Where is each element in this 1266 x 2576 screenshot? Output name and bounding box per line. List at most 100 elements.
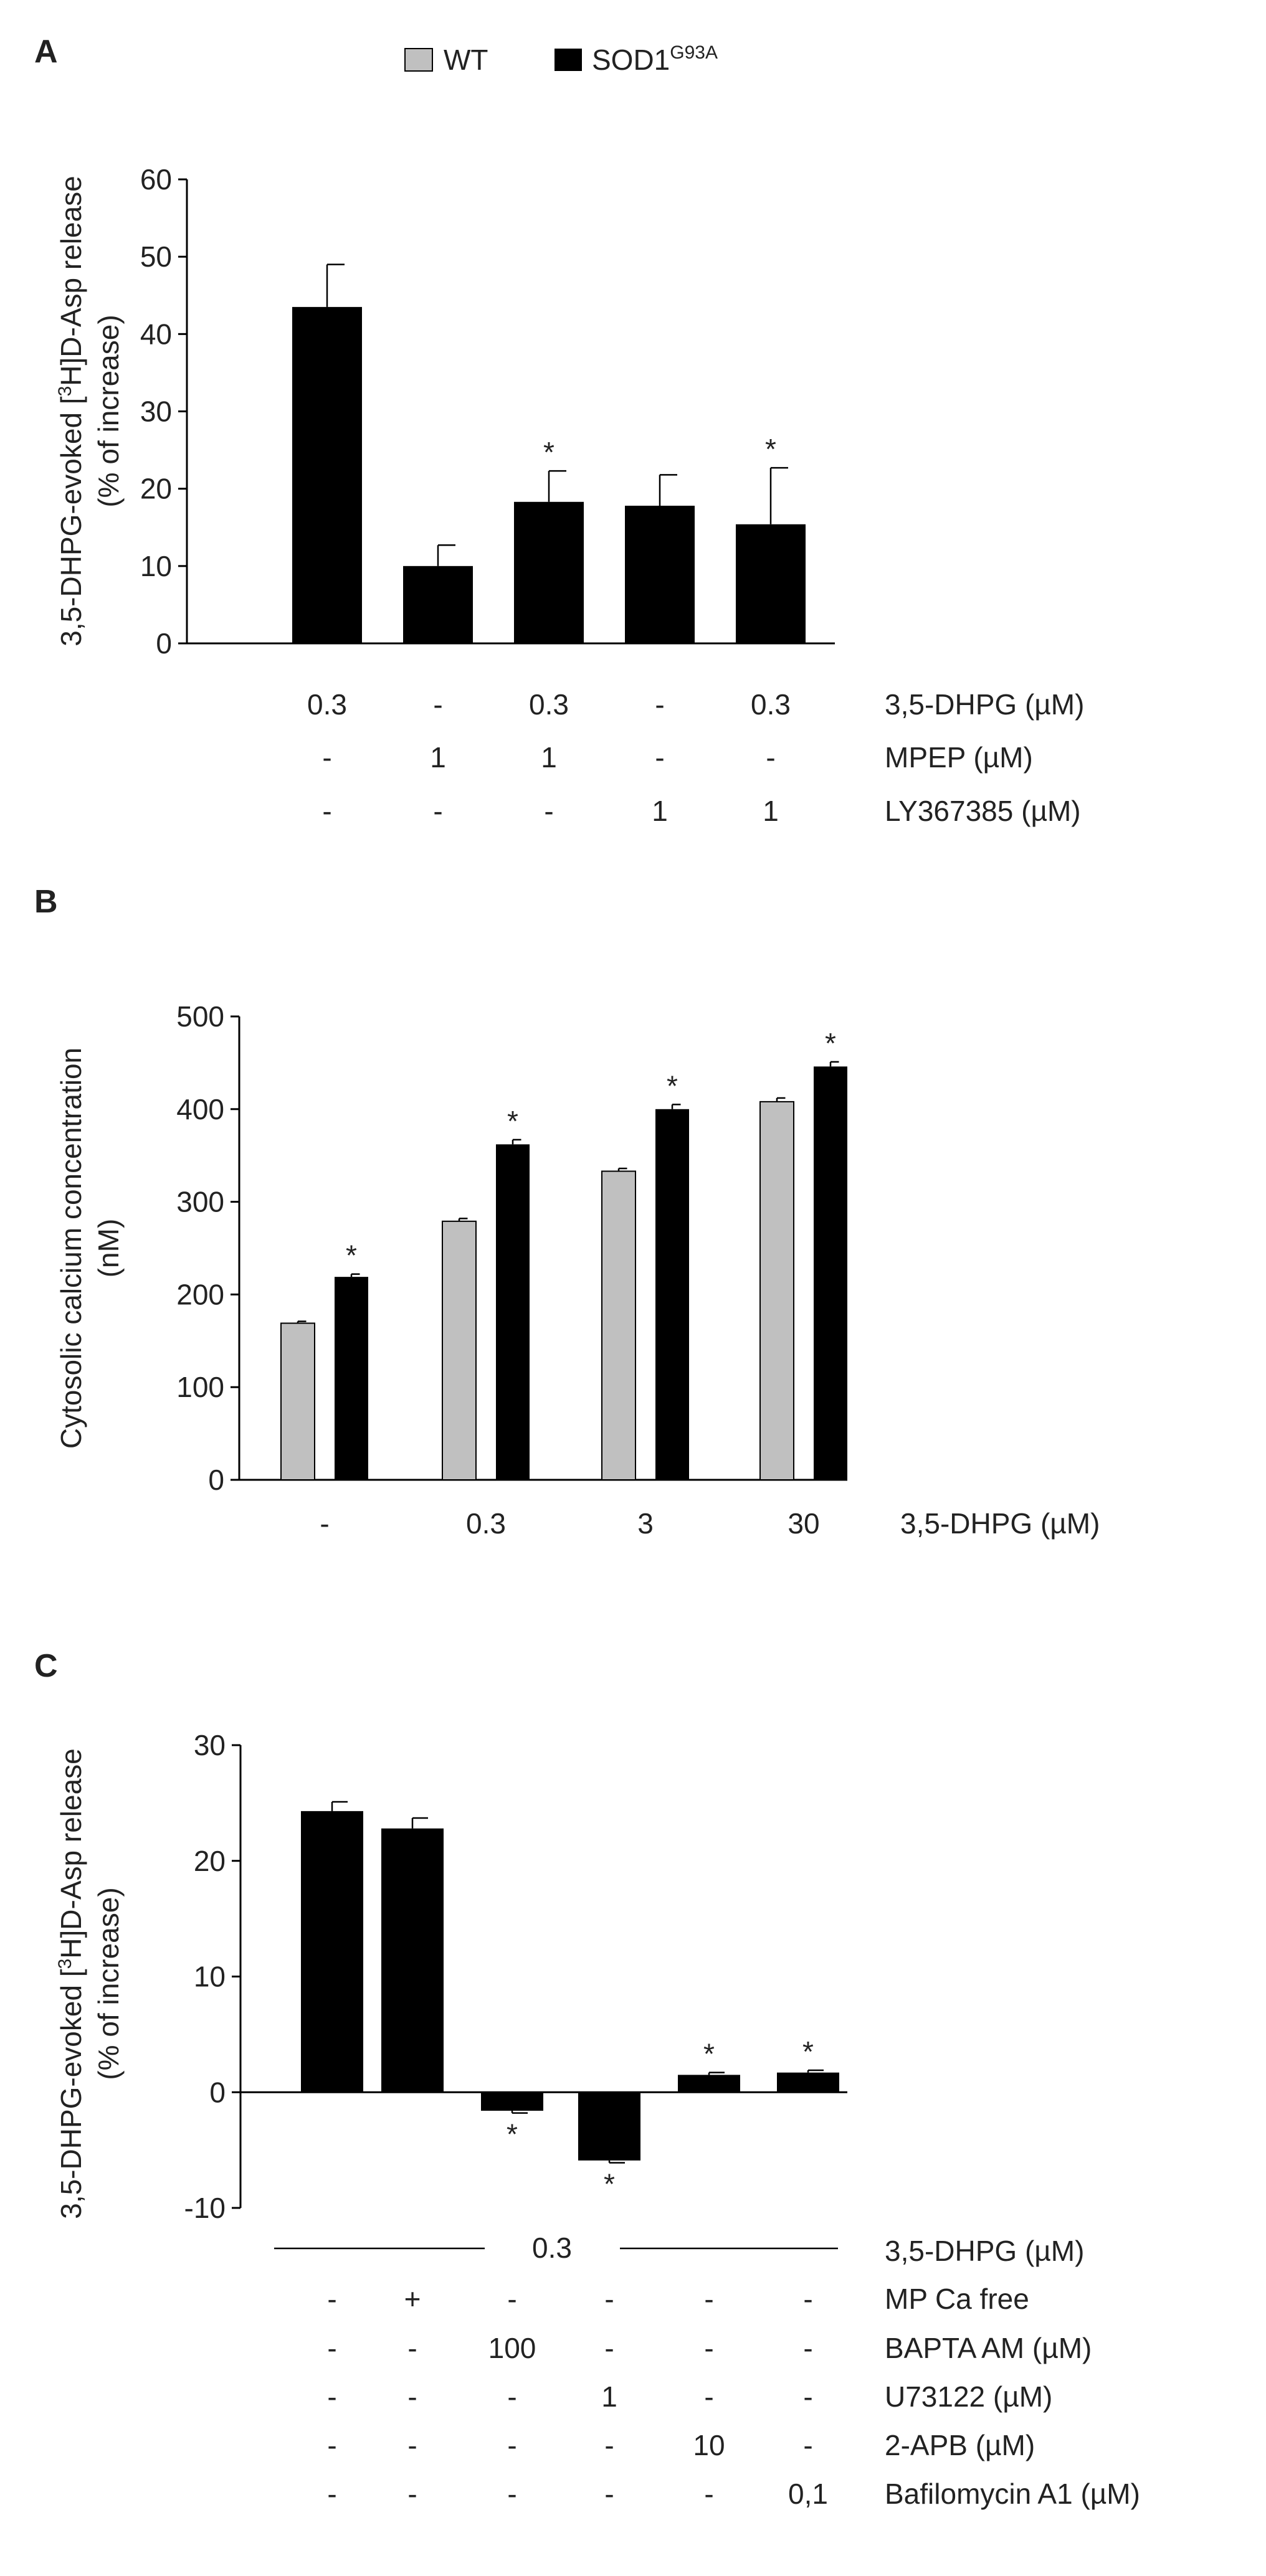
panel-a-condition-2-4: 1 [763, 795, 779, 827]
panel-c-condition-2-5: - [803, 2380, 812, 2413]
panel-a-condition-0-0: 0.3 [307, 688, 347, 721]
panel-a-y-tick-label-2: 20 [140, 473, 172, 505]
panel-c-significance-2: * [507, 2118, 518, 2151]
panel-c-condition-0-5: - [803, 2283, 812, 2315]
panel-b-x-tick-label-3: 30 [788, 1507, 819, 1540]
panel-a-y-label-sup: 3 [55, 386, 75, 397]
panel-c-condition-label-0: MP Ca free [885, 2283, 1029, 2315]
panel-a-chart: 0 10 20 30 40 50 60 * * 0.3 - 0.3 - 0.3 3,5-DHPG (µM) -… [55, 163, 1084, 827]
panel-c-condition-4-2: - [507, 2478, 516, 2510]
panel-c-y-label-sup: 3 [55, 1959, 75, 1969]
panel-c-condition-3-5: - [803, 2429, 812, 2461]
panel-b-y-tick-label-0: 0 [208, 1464, 224, 1496]
panel-c-condition-1-3: - [604, 2332, 614, 2364]
panel-a-y-label-line2: (% of increase) [92, 315, 125, 507]
panel-a-bar-3 [625, 505, 695, 643]
panel-c-condition-1-0: - [327, 2332, 336, 2364]
panel-b-y-label-line2: (nM) [92, 1219, 125, 1278]
panel-a-condition-2-3: 1 [652, 795, 668, 827]
panel-c-y-tick-label-2: 10 [194, 1961, 226, 1993]
panel-b-y-label-line1: Cytosolic calcium concentration [55, 1048, 87, 1449]
panel-c-y-label: 3,5-DHPG-evoked [3H]D-Asp release(% of i… [55, 1748, 125, 2219]
panel-a-bar-2 [514, 501, 584, 643]
panel-a-y-tick-label-0: 0 [156, 627, 172, 660]
panel-c-condition-4-4: - [704, 2478, 713, 2510]
panel-a-y-tick-label-6: 60 [140, 163, 172, 196]
panel-a-bar-4 [736, 524, 806, 643]
panel-b-significance-0: * [346, 1239, 357, 1272]
panel-c-bar-5 [777, 2072, 839, 2093]
panel-b-y-tick-label-1: 100 [176, 1371, 224, 1403]
panel-c-condition-label-1: BAPTA AM (µM) [885, 2332, 1092, 2364]
panel-a-y-tick-label-3: 30 [140, 395, 172, 428]
panel-a-condition-0-1: - [433, 688, 442, 721]
panel-a-condition-1-1: 1 [430, 741, 446, 774]
panel-a-condition-2-1: - [433, 795, 442, 827]
panel-c-condition-3-0: - [327, 2429, 336, 2461]
panel-c-condition-2-3: 1 [601, 2380, 617, 2413]
panel-a-y-label-post: H]D-Asp release [55, 176, 87, 386]
panel-c-condition-3-4: 10 [693, 2429, 725, 2461]
panel-c-y-tick-label-3: 20 [194, 1845, 226, 1877]
panel-b-x-label: 3,5-DHPG (µM) [900, 1507, 1100, 1540]
panel-c-y-tick-label-0: -10 [184, 2192, 226, 2224]
panel-c-condition-label-4: Bafilomycin A1 (µM) [885, 2478, 1140, 2510]
panel-b-bar-s1-3 [814, 1066, 847, 1480]
panel-b-x-tick-label-1: 0.3 [466, 1507, 506, 1540]
panel-c-condition-3-3: - [604, 2429, 614, 2461]
panel-c-significance-5: * [802, 2035, 814, 2068]
panel-b-significance-3: * [825, 1027, 836, 1059]
panel-c-condition-0-2: - [507, 2283, 516, 2315]
legend-label-wt: WT [444, 44, 488, 76]
panel-b-y-tick-label-3: 300 [176, 1186, 224, 1218]
panel-b-bar-s1-2 [655, 1109, 689, 1480]
panel-b-x-tick-label-2: 3 [637, 1507, 654, 1540]
panel-b-chart: 0 100 200 300 400 500 * * * * - 0.3 3 30 3,5-DHPG (µM)… [55, 1000, 1100, 1540]
panel-c-y-tick-label-4: 30 [194, 1729, 226, 1761]
panel-c-bar-0 [301, 1811, 363, 2093]
panel-a-y-tick-label-4: 40 [140, 318, 172, 350]
legend-mutant-main: SOD1 [592, 44, 670, 76]
panel-c-y-label-post: H]D-Asp release [55, 1748, 87, 1958]
panel-c-bar-1 [381, 1828, 444, 2093]
panel-a-condition-2-0: - [322, 795, 331, 827]
panel-b-significance-1: * [507, 1105, 518, 1137]
panel-a-y-label-pre: 3,5-DHPG-evoked [ [55, 396, 87, 646]
panel-b-bar-s1-1 [496, 1144, 530, 1480]
panel-b-bar-s0-3 [759, 1101, 794, 1480]
panel-a-condition-0-4: 0.3 [751, 688, 791, 721]
panel-a-bar-1 [403, 566, 473, 643]
panel-c-condition-1-5: - [803, 2332, 812, 2364]
panel-c-significance-3: * [604, 2168, 615, 2200]
panel-c-y-tick-label-1: 0 [209, 2076, 226, 2108]
panel-letter-c: C [34, 1648, 58, 1684]
legend: WT SOD1G93A [404, 42, 718, 76]
panel-c-condition-1-2: 100 [488, 2332, 536, 2364]
panel-b-bar-s0-2 [601, 1170, 636, 1480]
panel-a-condition-0-2: 0.3 [529, 688, 569, 721]
panel-b-y-label: Cytosolic calcium concentration (nM) [55, 1048, 125, 1449]
panel-a-y-label: 3,5-DHPG-evoked [3H]D-Asp release(% of i… [55, 176, 125, 646]
panel-c-y-label-line1: 3,5-DHPG-evoked [3H]D-Asp release [55, 1748, 87, 2219]
panel-a-condition-1-3: - [655, 741, 664, 774]
panel-a-condition-2-2: - [544, 795, 553, 827]
panel-c-bar-2 [481, 2092, 543, 2111]
panel-a-condition-0-3: - [655, 688, 664, 721]
panel-c-condition-0-1: + [404, 2283, 421, 2315]
legend-swatch-wt [404, 48, 433, 72]
panel-b-x-tick-label-0: - [320, 1507, 329, 1540]
panel-b-y-tick-label-5: 500 [176, 1000, 224, 1033]
panel-c-condition-2-2: - [507, 2380, 516, 2413]
panel-a-condition-label-2: LY367385 (µM) [885, 795, 1081, 827]
panel-c-bar-4 [678, 2075, 740, 2093]
panel-a-bar-0 [292, 306, 362, 643]
panel-c-shared-dose-label: 3,5-DHPG (µM) [885, 2235, 1084, 2267]
panel-c-condition-0-0: - [327, 2283, 336, 2315]
panel-a-condition-1-2: 1 [541, 741, 557, 774]
legend-label-mutant: SOD1G93A [592, 42, 718, 76]
panel-c-condition-3-1: - [407, 2429, 417, 2461]
panel-a-significance-2: * [543, 436, 554, 468]
panel-c-condition-4-1: - [407, 2478, 417, 2510]
